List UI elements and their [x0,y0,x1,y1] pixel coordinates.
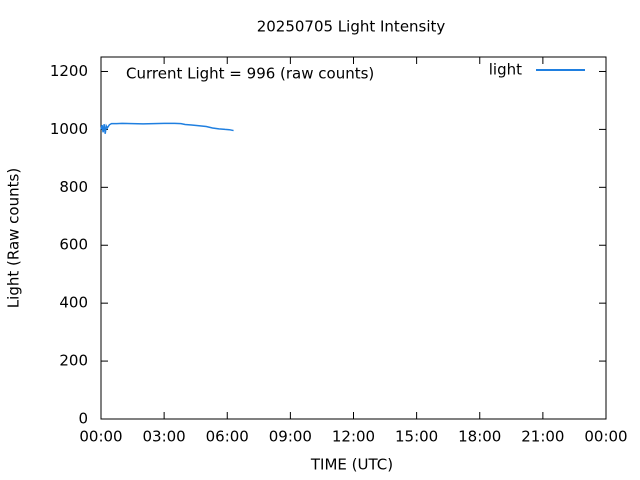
x-tick-label: 00:00 [584,428,627,446]
x-tick-label: 12:00 [332,428,375,446]
y-tick-label: 600 [59,236,88,254]
x-tick-label: 15:00 [395,428,438,446]
y-tick-label: 1000 [50,120,88,138]
y-tick-label: 400 [59,294,88,312]
y-tick-label: 200 [59,352,88,370]
y-tick-label: 0 [78,410,88,428]
y-axis-label: Light (Raw counts) [5,168,23,308]
x-tick-label: 06:00 [206,428,249,446]
legend-label: light [489,61,522,79]
x-tick-label: 18:00 [458,428,501,446]
x-tick-label: 00:00 [79,428,122,446]
x-axis-label: TIME (UTC) [310,456,393,474]
x-tick-label: 09:00 [269,428,312,446]
chart-title: 20250705 Light Intensity [257,18,446,36]
data-line [100,122,234,134]
y-tick-label: 1200 [50,62,88,80]
annotation: Current Light = 996 (raw counts) [126,65,374,83]
x-tick-label: 21:00 [521,428,564,446]
y-tick-label: 800 [59,178,88,196]
x-tick-label: 03:00 [143,428,186,446]
